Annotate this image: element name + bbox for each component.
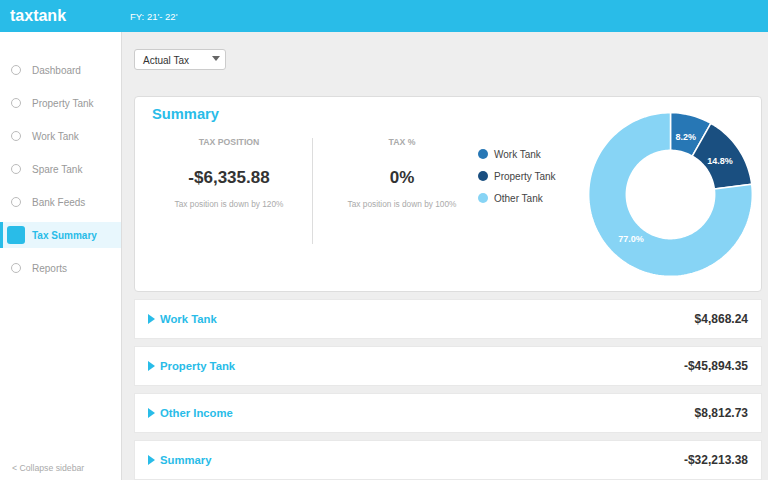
html-text:Actual Tax: Actual Tax <box>143 54 189 65</box>
html-text:Work Tank: Work Tank <box>160 313 217 325</box>
svg-text:14.8%: 14.8% <box>707 156 733 166</box>
html-text:-$45,894.35: -$45,894.35 <box>683 359 748 373</box>
html-text:FY: 21'- 22': FY: 21'- 22' <box>130 10 178 22</box>
html-text:Dashboard: Dashboard <box>32 64 81 76</box>
html-text:Work Tank: Work Tank <box>494 148 541 160</box>
html-text:Tax position is down by 120%: Tax position is down by 120% <box>174 199 284 209</box>
html-text:taxtank: taxtank <box>10 7 66 24</box>
html-text:Reports: Reports <box>32 262 67 274</box>
html-text:< Collapse sidebar: < Collapse sidebar <box>12 463 85 473</box>
html-text:-$6,335.88: -$6,335.88 <box>188 168 270 187</box>
html-text:Property Tank: Property Tank <box>494 170 556 182</box>
html-text:$4,868.24: $4,868.24 <box>694 312 748 326</box>
html-text:Spare Tank: Spare Tank <box>32 163 83 175</box>
html-text:TAX %: TAX % <box>388 137 416 147</box>
svg-text:77.0%: 77.0% <box>618 234 644 244</box>
html-text:Work Tank: Work Tank <box>32 130 79 142</box>
html-text:Property Tank: Property Tank <box>160 360 236 372</box>
html-text:-$32,213.38: -$32,213.38 <box>683 453 748 467</box>
html-text:0%: 0% <box>389 168 415 187</box>
html-text:Tax Summary: Tax Summary <box>32 229 97 241</box>
html-text:Other Tank: Other Tank <box>494 192 543 204</box>
svg-text:8.2%: 8.2% <box>675 132 696 142</box>
html-text:Tax position is down by 100%: Tax position is down by 100% <box>347 199 457 209</box>
html-text:Other Income: Other Income <box>160 407 233 419</box>
html-text:Summary: Summary <box>160 454 212 466</box>
html-text:Summary: Summary <box>152 106 219 122</box>
html-text:TAX POSITION: TAX POSITION <box>198 137 260 147</box>
html-text:Property Tank: Property Tank <box>32 97 94 109</box>
html-text:$8,812.73: $8,812.73 <box>694 406 748 420</box>
html-text:Bank Feeds: Bank Feeds <box>32 196 86 208</box>
